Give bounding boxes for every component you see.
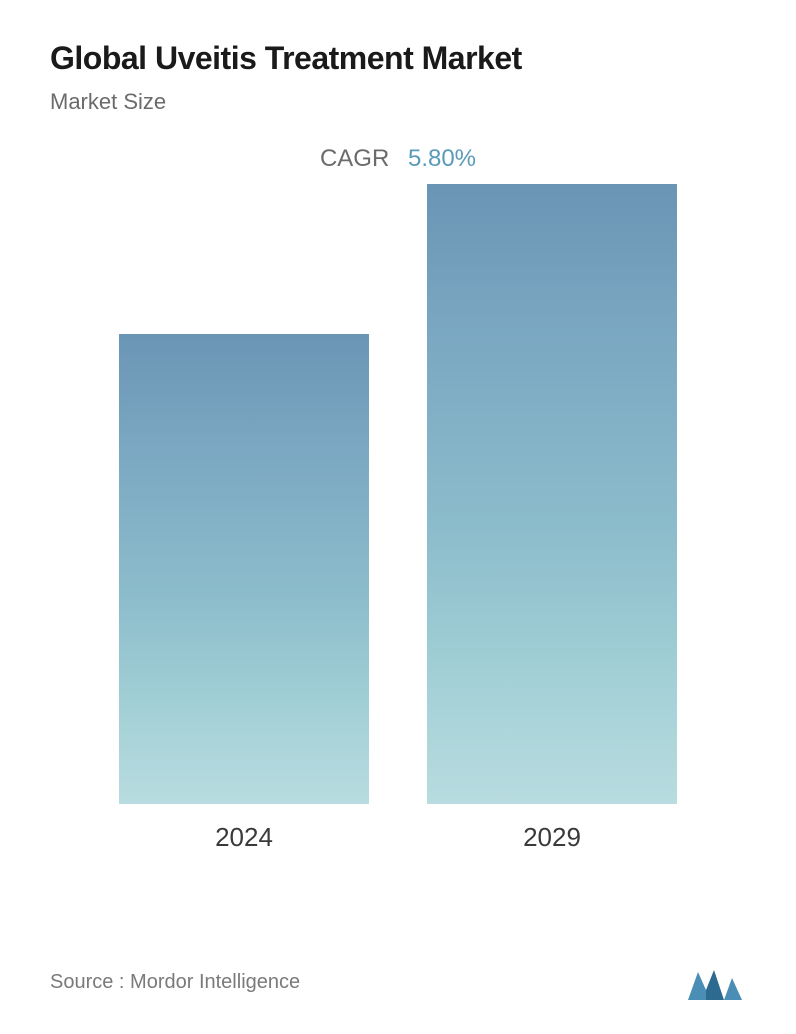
cagr-row: CAGR 5.80%	[50, 145, 746, 173]
chart-subtitle: Market Size	[50, 89, 746, 115]
chart-title: Global Uveitis Treatment Market	[50, 40, 746, 77]
bar-label-2024: 2024	[215, 822, 273, 853]
cagr-label: CAGR	[320, 145, 389, 172]
chart-area: 2024 2029	[50, 233, 746, 853]
bar-label-2029: 2029	[523, 822, 581, 853]
brand-logo-icon	[686, 960, 746, 1004]
bar-wrapper-2024: 2024	[119, 334, 369, 853]
footer: Source : Mordor Intelligence	[50, 960, 746, 1004]
bar-wrapper-2029: 2029	[427, 184, 677, 853]
bar-2029	[427, 184, 677, 804]
bar-2024	[119, 334, 369, 804]
source-text: Source : Mordor Intelligence	[50, 971, 300, 994]
cagr-value: 5.80%	[408, 145, 476, 172]
